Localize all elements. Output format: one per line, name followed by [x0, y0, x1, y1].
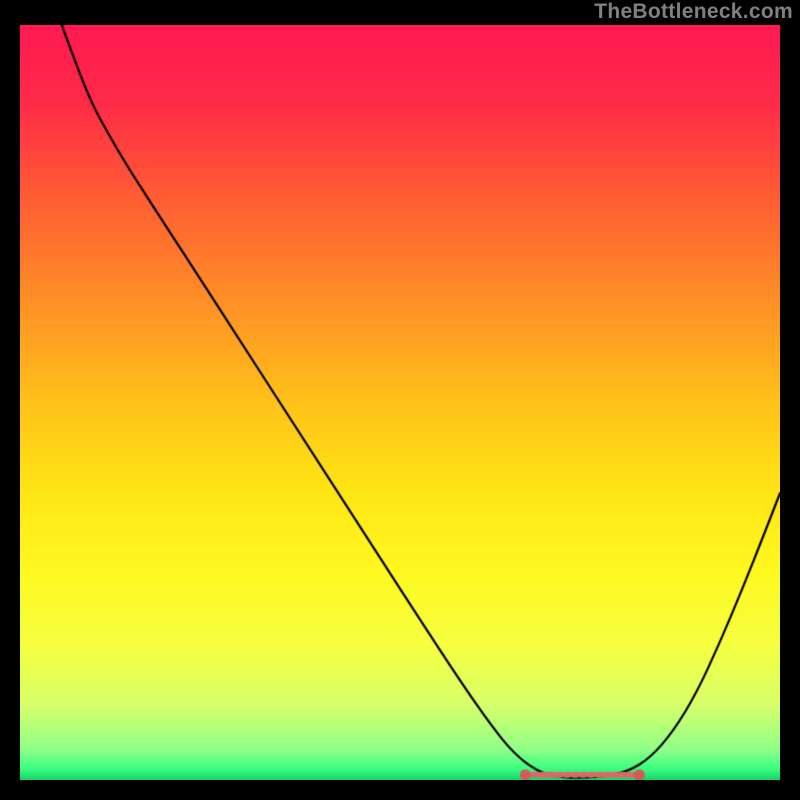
chart-area: [20, 25, 780, 780]
chart-container: TheBottleneck.com: [0, 0, 800, 800]
bottleneck-curve-canvas: [20, 25, 780, 780]
watermark-text: TheBottleneck.com: [594, 0, 793, 24]
